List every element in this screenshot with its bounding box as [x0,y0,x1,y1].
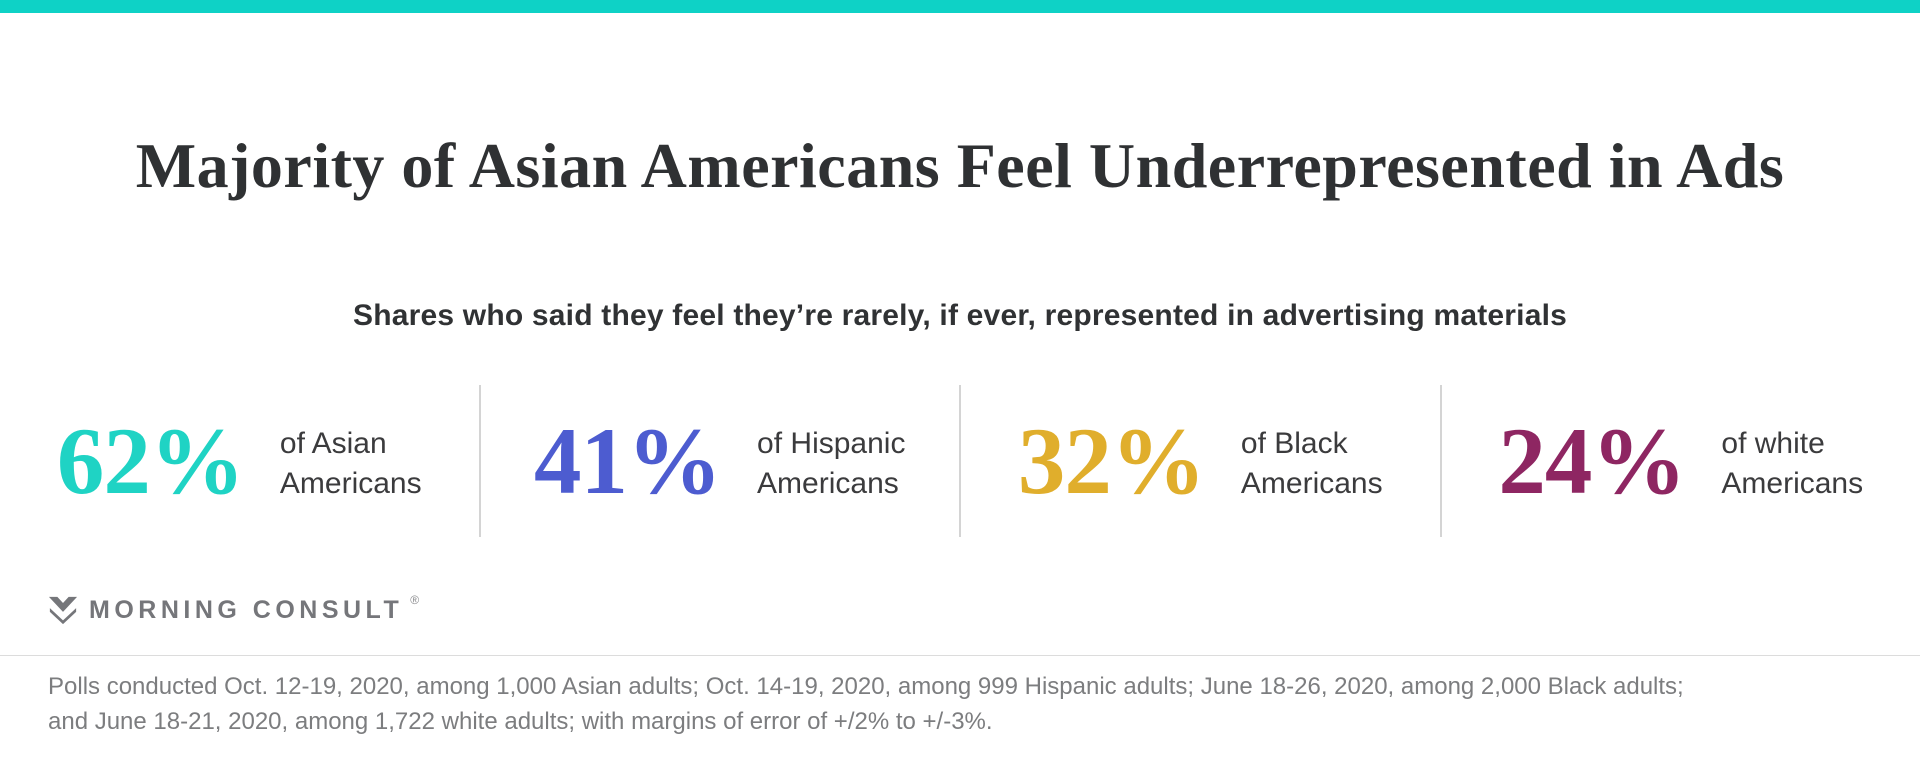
footnote-line1: Polls conducted Oct. 12-19, 2020, among … [48,673,1684,701]
stat-label: of Hispanic Americans [757,418,905,504]
registered-trademark-icon: ® [410,593,420,608]
methodology-footnote: Polls conducted Oct. 12-19, 2020, among … [48,669,1860,739]
stat-black-americans: 32% of Black Americans [961,385,1440,537]
stat-hispanic-americans: 41% of Hispanic Americans [481,385,960,537]
stat-asian-americans: 62% of Asian Americans [0,385,479,537]
footer-divider [0,655,1920,657]
stat-label-line1: of Hispanic [757,427,906,461]
stat-white-americans: 24% of white Americans [1442,385,1920,537]
accent-top-bar [0,0,1920,13]
stat-value: 62% [56,407,245,514]
stat-label-line2: Americans [757,467,899,501]
chart-subtitle: Shares who said they feel they’re rarely… [352,299,1568,333]
footnote-line2: and June 18-21, 2020, among 1,722 white … [48,708,993,736]
divider [478,385,481,538]
stat-value: 32% [1017,407,1206,514]
stat-label-line2: Americans [1240,467,1383,501]
page-title: Majority of Asian Americans Feel Underre… [135,130,1785,201]
morning-consult-m-icon [48,597,78,625]
stat-label-line2: Americans [279,467,422,501]
stat-value: 41% [534,407,722,514]
stat-label: of Asian Americans [280,418,422,504]
stat-label-line1: of Asian [279,427,387,461]
stat-label-line2: Americans [1721,467,1864,501]
brand-name: MORNING CONSULT [89,595,404,624]
stat-label: of Black Americans [1241,418,1383,504]
stats-row: 62% of Asian Americans 41% of Hispanic A… [0,385,1920,538]
divider [1439,385,1442,538]
divider [959,385,961,538]
stat-label: of white Americans [1721,418,1863,504]
stat-label-line1: of Black [1240,427,1348,461]
morning-consult-logo: MORNING CONSULT ® [48,593,1920,625]
stat-value: 24% [1498,407,1686,514]
stat-label-line1: of white [1721,427,1825,461]
